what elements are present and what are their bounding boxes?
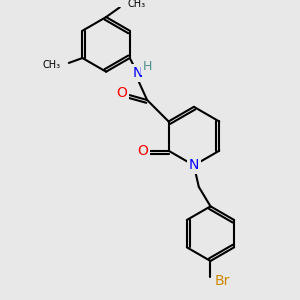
Text: Br: Br <box>214 274 230 289</box>
Text: N: N <box>132 66 142 80</box>
Text: CH₃: CH₃ <box>43 60 61 70</box>
Text: O: O <box>116 86 127 100</box>
Text: H: H <box>142 60 152 73</box>
Text: CH₃: CH₃ <box>128 0 146 9</box>
Text: N: N <box>189 158 199 172</box>
Text: O: O <box>137 144 148 158</box>
